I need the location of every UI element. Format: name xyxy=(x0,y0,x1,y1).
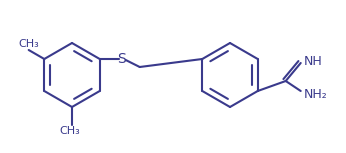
Text: CH₃: CH₃ xyxy=(18,39,39,49)
Text: CH₃: CH₃ xyxy=(60,126,80,136)
Text: NH: NH xyxy=(304,54,322,67)
Text: S: S xyxy=(117,52,126,66)
Text: NH₂: NH₂ xyxy=(304,88,327,101)
